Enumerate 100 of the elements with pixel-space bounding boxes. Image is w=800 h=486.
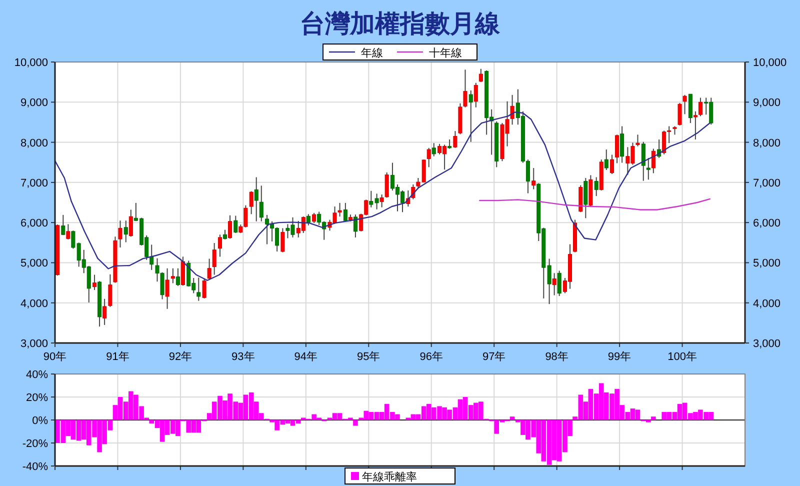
candlestick [552, 272, 556, 296]
candlestick [474, 82, 478, 108]
candlestick [620, 126, 624, 164]
candlestick [170, 268, 175, 284]
legend-label: 十年線 [429, 46, 462, 60]
y-tick-label: 9,000 [20, 97, 48, 110]
candlestick [532, 167, 536, 190]
candlestick [165, 268, 170, 310]
candlestick [636, 134, 640, 147]
candlestick [594, 176, 598, 197]
candlestick [102, 298, 107, 326]
y-tick-label: -20% [22, 438, 48, 450]
candlestick [306, 214, 310, 226]
candlestick [124, 220, 128, 243]
candlestick [510, 94, 514, 126]
candlestick [254, 176, 258, 222]
y-tick-label: 40% [26, 369, 48, 381]
legend-label: 年線乖離率 [362, 470, 417, 484]
candlestick [641, 141, 646, 182]
x-tick-label: 94年 [294, 351, 318, 363]
legend-label: 年線 [361, 48, 383, 60]
candlestick [212, 242, 216, 276]
y2-tick-label: 4,000 [753, 298, 781, 310]
y-tick-label: 7,000 [20, 177, 48, 190]
candlestick [698, 97, 702, 117]
y-tick-label: 20% [26, 392, 48, 404]
candlestick [557, 270, 562, 297]
candlestick [280, 228, 285, 253]
candlestick [66, 224, 70, 240]
candlestick [249, 190, 254, 215]
candlestick [61, 214, 66, 236]
bar [510, 416, 515, 420]
candlestick [218, 234, 222, 258]
x-tick-label: 98年 [545, 351, 568, 363]
x-tick-label: 96年 [420, 351, 443, 363]
candlestick [468, 90, 473, 142]
y-tick-label: 10,000 [14, 57, 48, 69]
y2-tick-label: 6,000 [753, 218, 781, 230]
candlestick [312, 212, 316, 224]
y-tick-label: 6,000 [20, 218, 48, 230]
candlestick [196, 277, 201, 302]
candlestick [265, 214, 270, 245]
candlestick [207, 258, 212, 280]
candlestick [128, 209, 133, 238]
candlestick [426, 147, 431, 168]
candlestick [380, 194, 384, 208]
candlestick [453, 130, 458, 148]
y-tick-label: 8,000 [20, 137, 48, 150]
y2-tick-label: 5,000 [753, 258, 781, 270]
x-tick-label: 95年 [357, 351, 380, 363]
candlestick [338, 202, 342, 218]
y2-tick-label: 8,000 [753, 137, 781, 150]
line-series [479, 198, 710, 210]
candlestick [92, 274, 97, 291]
chart-title: 台灣加權指數月線 [300, 10, 501, 38]
candlestick [651, 148, 656, 174]
candlestick [693, 110, 698, 140]
x-tick-label: 97年 [482, 351, 506, 363]
x-tick-label: 99年 [608, 351, 632, 363]
candlestick [222, 229, 227, 240]
bar [353, 420, 358, 426]
x-tick-label: 90年 [43, 351, 67, 363]
candlestick [234, 215, 238, 234]
candlestick [584, 178, 588, 219]
candlestick [478, 68, 483, 83]
y-tick-label: -40% [22, 461, 48, 473]
candlestick [176, 268, 180, 286]
candlestick [150, 244, 154, 270]
candlestick [108, 274, 112, 308]
candlestick [259, 185, 264, 222]
y2-tick-label: 9,000 [753, 97, 781, 110]
candlestick [384, 172, 389, 198]
candlestick [353, 214, 358, 238]
candlestick [463, 69, 468, 108]
candlestick [343, 202, 348, 222]
x-tick-label: 92年 [168, 351, 192, 363]
y2-tick-label: 3,000 [753, 338, 781, 350]
y2-tick-label: 10,000 [753, 57, 787, 69]
candlestick [615, 134, 620, 164]
x-tick-label: 91年 [106, 351, 130, 363]
candlestick [228, 214, 232, 240]
candlestick [604, 149, 608, 170]
candlestick [610, 154, 614, 174]
y-tick-label: 3,000 [20, 338, 48, 350]
x-tick-label: 93年 [232, 351, 255, 363]
candlestick [180, 256, 185, 286]
y-tick-label: 5,000 [20, 258, 48, 270]
candlestick [448, 138, 452, 150]
bar [651, 416, 656, 420]
x-tick-label: 100年 [668, 351, 697, 363]
candlestick [646, 157, 650, 180]
candlestick [678, 102, 682, 126]
y-tick-label: 4,000 [20, 298, 48, 310]
candlestick [688, 94, 692, 124]
candlestick [682, 94, 687, 115]
candlestick [432, 142, 436, 157]
candlestick [202, 278, 206, 299]
y-tick-label: 0% [32, 415, 48, 427]
y2-tick-label: 7,000 [753, 177, 781, 190]
candlestick [118, 220, 122, 248]
